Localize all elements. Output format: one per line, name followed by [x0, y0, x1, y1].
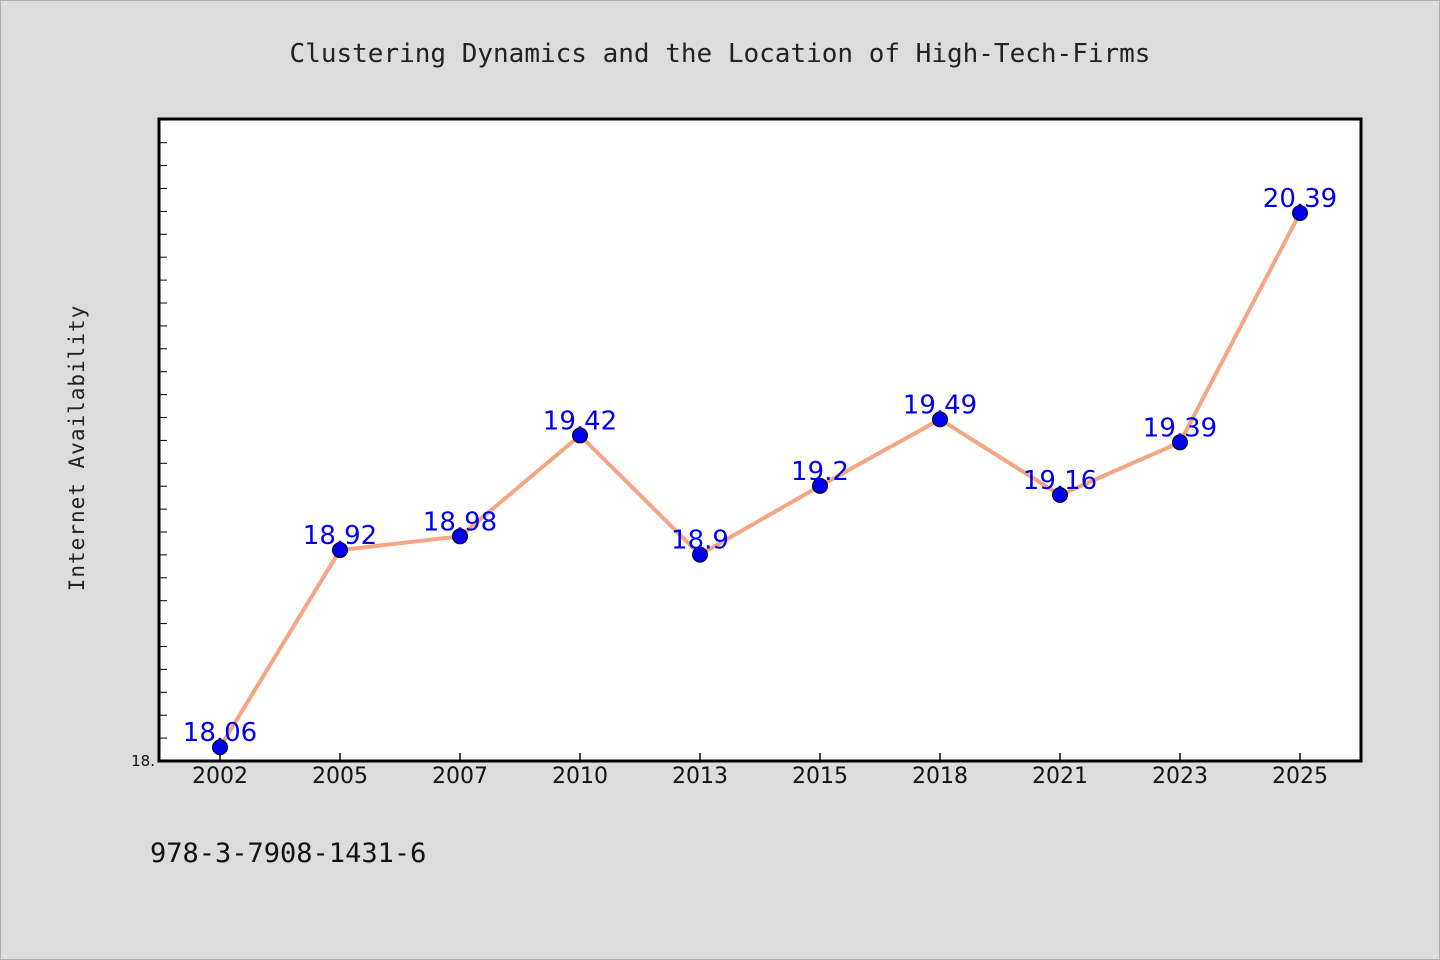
data-label: 19.49 — [903, 390, 977, 420]
x-tick-label: 2023 — [1152, 764, 1208, 789]
series-markers — [212, 205, 1308, 756]
data-label: 18.92 — [303, 521, 377, 551]
plot-area — [157, 117, 1363, 763]
y-axis-ticks — [159, 142, 167, 762]
x-tick-label: 2002 — [192, 764, 248, 789]
series-line — [218, 212, 1302, 749]
data-point — [1052, 487, 1068, 504]
data-point — [1172, 434, 1188, 451]
data-point — [932, 411, 948, 428]
data-labels: 18.06 18.92 18.98 19.42 18.9 19.2 19.49 19.16 19… — [183, 184, 1337, 748]
data-point — [212, 739, 228, 756]
data-label: 20.39 — [1263, 184, 1337, 214]
data-label: 19.42 — [543, 406, 617, 436]
x-tick-label: 2010 — [552, 764, 608, 789]
data-label: 19.2 — [791, 457, 849, 487]
x-tick-label: 2005 — [312, 764, 368, 789]
data-point — [812, 477, 828, 494]
x-tick-label: 2015 — [792, 764, 848, 789]
chart-title: Clustering Dynamics and the Location of … — [290, 39, 1151, 69]
x-tick-label: 2018 — [912, 764, 968, 789]
data-point — [452, 528, 468, 545]
data-point — [332, 542, 348, 559]
x-axis-tick-labels: 2002 2005 2007 2010 2013 2015 2018 2021 2023 2025 — [192, 764, 1328, 789]
x-tick-label: 2021 — [1032, 764, 1088, 789]
x-axis-ticks — [219, 753, 1301, 761]
data-point — [572, 427, 588, 444]
data-point — [1292, 205, 1308, 222]
x-tick-label: 2013 — [672, 764, 728, 789]
data-label: 19.39 — [1143, 413, 1217, 443]
isbn-footnote: 978-3-7908-1431-6 — [150, 838, 426, 869]
data-label: 19.16 — [1023, 466, 1097, 496]
x-tick-label: 2025 — [1272, 764, 1328, 789]
data-point — [692, 546, 708, 563]
y-axis-label: Internet Availability — [65, 305, 89, 592]
x-tick-label: 2007 — [432, 764, 488, 789]
data-label: 18.98 — [423, 507, 497, 537]
data-label: 18.06 — [183, 718, 257, 748]
data-label: 18.9 — [671, 526, 729, 556]
y-tick-label: 18. — [131, 752, 155, 770]
